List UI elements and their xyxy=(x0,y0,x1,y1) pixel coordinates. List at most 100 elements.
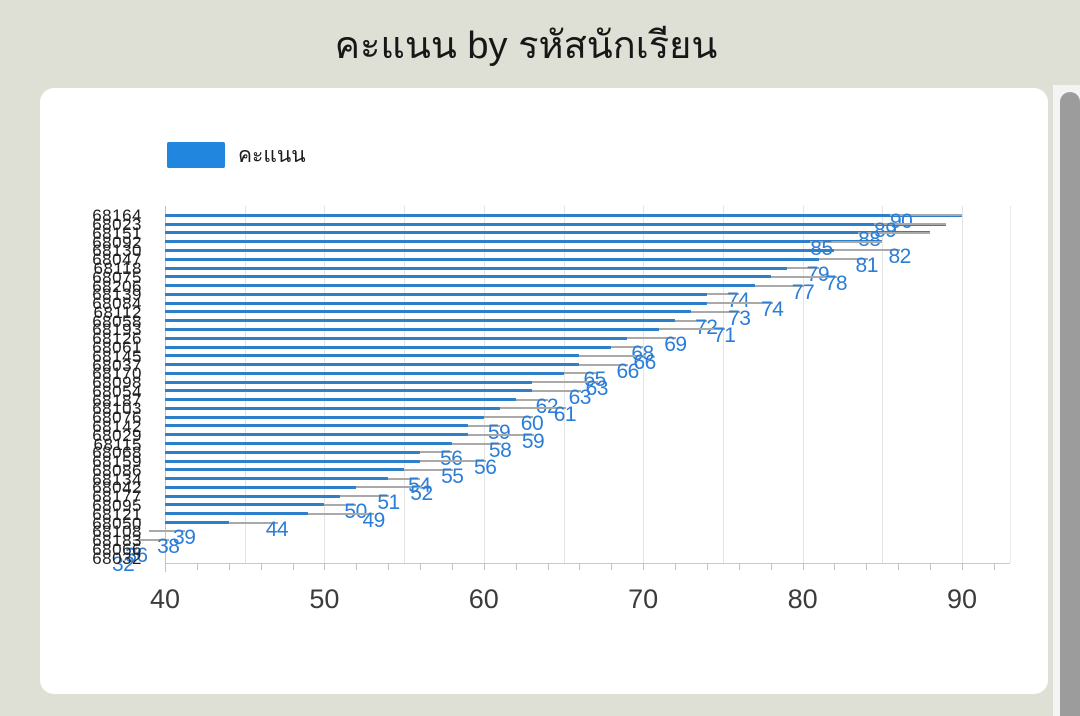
bar xyxy=(165,371,564,375)
label-leader-line xyxy=(890,214,962,217)
bar xyxy=(165,327,660,331)
label-leader-line xyxy=(874,223,947,226)
label-leader-line xyxy=(356,486,423,489)
gridline xyxy=(244,206,246,563)
bar-value-label: 85 xyxy=(810,237,833,261)
label-leader-line xyxy=(420,460,487,463)
y-axis-category-label: 68084 xyxy=(92,294,142,314)
scrollbar-track[interactable] xyxy=(1053,85,1080,716)
label-leader-line xyxy=(579,363,629,366)
bar xyxy=(165,389,532,393)
y-axis-category-label: 68032 xyxy=(92,548,142,568)
label-leader-line xyxy=(858,231,931,234)
legend-label: คะแนน xyxy=(238,143,306,167)
y-axis-category-label: 68029 xyxy=(92,425,142,445)
y-axis-category-label: 68139 xyxy=(92,285,142,305)
x-axis-minor-tick xyxy=(643,563,644,570)
x-axis-minor-tick xyxy=(452,563,453,570)
y-axis-category-label: 68145 xyxy=(92,346,142,366)
x-axis-minor-tick xyxy=(388,563,389,570)
label-leader-line xyxy=(611,346,644,348)
x-axis-tick-label: 70 xyxy=(628,584,659,614)
y-axis-category-label: 68047 xyxy=(92,250,142,270)
y-axis-category-label: 68177 xyxy=(92,487,142,507)
bar-value-label: 63 xyxy=(585,377,609,401)
x-axis-minor-tick xyxy=(834,563,835,570)
y-axis-category-label: 68115 xyxy=(93,434,142,454)
bar xyxy=(165,485,357,489)
bar xyxy=(165,284,755,288)
x-axis-tick-label: 50 xyxy=(309,584,340,614)
y-axis-category-label: 68023 xyxy=(92,215,142,235)
gridline xyxy=(643,206,645,563)
bar-value-label: 62 xyxy=(535,394,559,418)
label-leader-line xyxy=(563,372,596,375)
y-axis-category-label: 68193 xyxy=(92,320,142,340)
bar-value-label: 66 xyxy=(633,350,656,374)
bar xyxy=(165,459,421,463)
y-axis-category-label: 68054 xyxy=(92,381,142,401)
y-axis-category-label: 68206 xyxy=(92,276,142,296)
x-axis-line xyxy=(165,563,1010,564)
bar-value-label: 32 xyxy=(112,552,135,576)
label-leader-line xyxy=(810,240,883,243)
label-leader-line xyxy=(706,293,739,296)
y-axis-category-label: 68142 xyxy=(92,416,142,436)
x-axis-minor-tick xyxy=(420,563,421,570)
y-axis-category-label: 68134 xyxy=(92,469,142,489)
y-axis-category-label: 68126 xyxy=(92,329,142,349)
bar-value-label: 77 xyxy=(791,280,815,304)
gridline xyxy=(722,206,724,563)
label-leader-line xyxy=(133,539,170,542)
bar-value-label: 55 xyxy=(441,464,464,488)
y-axis-category-label: 68050 xyxy=(92,513,142,533)
gridline xyxy=(483,206,485,563)
label-leader-line xyxy=(499,407,566,410)
bar-value-label: 51 xyxy=(377,491,400,515)
label-leader-line xyxy=(451,442,501,445)
x-axis-tick-label: 40 xyxy=(149,584,181,614)
x-axis-minor-tick xyxy=(229,563,230,570)
y-axis-category-label: 68061 xyxy=(92,338,142,357)
bar-value-label: 73 xyxy=(728,306,751,330)
label-leader-line xyxy=(420,451,453,454)
y-axis-category-label: 68086 xyxy=(92,460,142,480)
bar-value-label: 81 xyxy=(855,254,879,278)
x-axis-minor-tick xyxy=(261,563,262,570)
bar xyxy=(165,363,580,367)
bar xyxy=(165,494,341,498)
bar xyxy=(165,336,628,340)
bar-value-label: 44 xyxy=(265,517,289,541)
bar-value-label: 38 xyxy=(157,535,180,559)
label-leader-line xyxy=(834,249,901,252)
x-axis-minor-tick xyxy=(611,563,612,570)
x-axis-minor-tick xyxy=(197,563,198,570)
bar-value-label: 66 xyxy=(616,359,639,383)
y-axis-line xyxy=(165,206,166,572)
bar-value-label: 72 xyxy=(695,315,718,339)
x-axis-minor-tick xyxy=(739,563,740,570)
x-axis-minor-tick xyxy=(324,563,325,570)
gridline xyxy=(882,206,884,563)
bar xyxy=(165,354,580,358)
label-leader-line xyxy=(531,381,598,384)
scrollbar-thumb[interactable] xyxy=(1060,92,1080,716)
x-axis-minor-tick xyxy=(803,563,804,570)
y-axis-category-label: 68037 xyxy=(92,355,142,375)
label-leader-line xyxy=(340,495,390,498)
chart-legend: คะแนน xyxy=(167,141,306,169)
label-leader-line xyxy=(691,310,741,313)
gridline xyxy=(404,206,406,563)
label-leader-line xyxy=(324,503,357,506)
bar-value-label: 56 xyxy=(474,456,497,480)
bar-value-label: 88 xyxy=(858,228,881,252)
bar-value-label: 54 xyxy=(408,473,431,497)
label-leader-line xyxy=(818,258,868,261)
y-axis-category-label: 68068 xyxy=(92,443,142,463)
bar xyxy=(165,345,612,349)
bar xyxy=(165,450,421,454)
bar-value-label: 90 xyxy=(890,210,913,234)
bar xyxy=(165,231,931,235)
